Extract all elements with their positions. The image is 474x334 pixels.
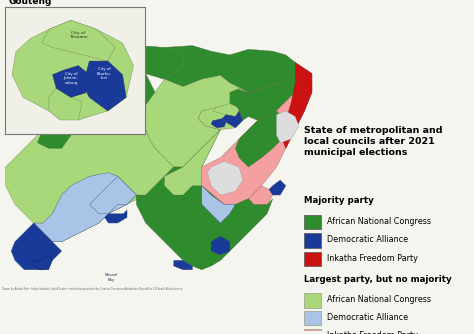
Polygon shape — [269, 180, 286, 195]
Polygon shape — [213, 104, 239, 117]
Text: African National Congress: African National Congress — [327, 217, 430, 226]
Bar — [304, 252, 321, 267]
Bar — [304, 311, 321, 325]
Polygon shape — [53, 65, 90, 97]
Polygon shape — [211, 119, 226, 128]
Polygon shape — [49, 88, 82, 120]
Polygon shape — [80, 45, 295, 92]
Text: City of
Tshwane: City of Tshwane — [69, 31, 88, 39]
Text: Democratic Alliance: Democratic Alliance — [327, 235, 408, 244]
Text: Democratic Alliance: Democratic Alliance — [327, 313, 408, 322]
Text: State of metropolitan and
local councils after 2021
municipal elections: State of metropolitan and local councils… — [304, 126, 443, 157]
Polygon shape — [37, 130, 71, 148]
Polygon shape — [222, 111, 243, 128]
Polygon shape — [282, 62, 312, 148]
Text: City of
Johann-
esburg: City of Johann- esburg — [64, 71, 78, 85]
Polygon shape — [34, 173, 137, 242]
Polygon shape — [174, 261, 192, 270]
Polygon shape — [80, 45, 183, 79]
Polygon shape — [146, 75, 248, 167]
Polygon shape — [34, 255, 52, 270]
Polygon shape — [137, 130, 273, 270]
Polygon shape — [211, 236, 230, 255]
Polygon shape — [164, 130, 220, 195]
Text: Mossel
Bay: Mossel Bay — [104, 274, 118, 282]
Text: Gouteng: Gouteng — [9, 0, 52, 6]
Text: City of
Ekurhu-
leni: City of Ekurhu- leni — [97, 67, 111, 80]
Bar — [304, 215, 321, 229]
Polygon shape — [202, 62, 312, 204]
Polygon shape — [198, 105, 243, 130]
Text: Inkatha Freedom Party: Inkatha Freedom Party — [327, 331, 418, 334]
Text: Largest party, but no majority: Largest party, but no majority — [304, 275, 452, 284]
Bar — [304, 293, 321, 308]
Polygon shape — [12, 20, 134, 120]
Polygon shape — [207, 161, 243, 195]
Text: Majority party: Majority party — [304, 196, 374, 205]
Text: Inkatha Freedom Party: Inkatha Freedom Party — [327, 254, 418, 263]
Polygon shape — [248, 186, 273, 204]
Polygon shape — [236, 111, 286, 167]
Polygon shape — [105, 210, 127, 223]
Polygon shape — [90, 176, 137, 214]
Polygon shape — [42, 20, 115, 61]
Polygon shape — [11, 223, 62, 270]
Text: African National Congress: African National Congress — [327, 296, 430, 305]
Polygon shape — [230, 73, 295, 120]
Bar — [304, 233, 321, 248]
Polygon shape — [276, 111, 299, 143]
Polygon shape — [48, 60, 155, 135]
Polygon shape — [82, 61, 126, 111]
Polygon shape — [6, 105, 174, 242]
Polygon shape — [202, 186, 236, 223]
Bar — [304, 329, 321, 334]
Text: Drawn by Adrian Kirk • https://adriank.link/d/ls-abr/ • and released under the C: Drawn by Adrian Kirk • https://adriank.l… — [2, 287, 182, 291]
